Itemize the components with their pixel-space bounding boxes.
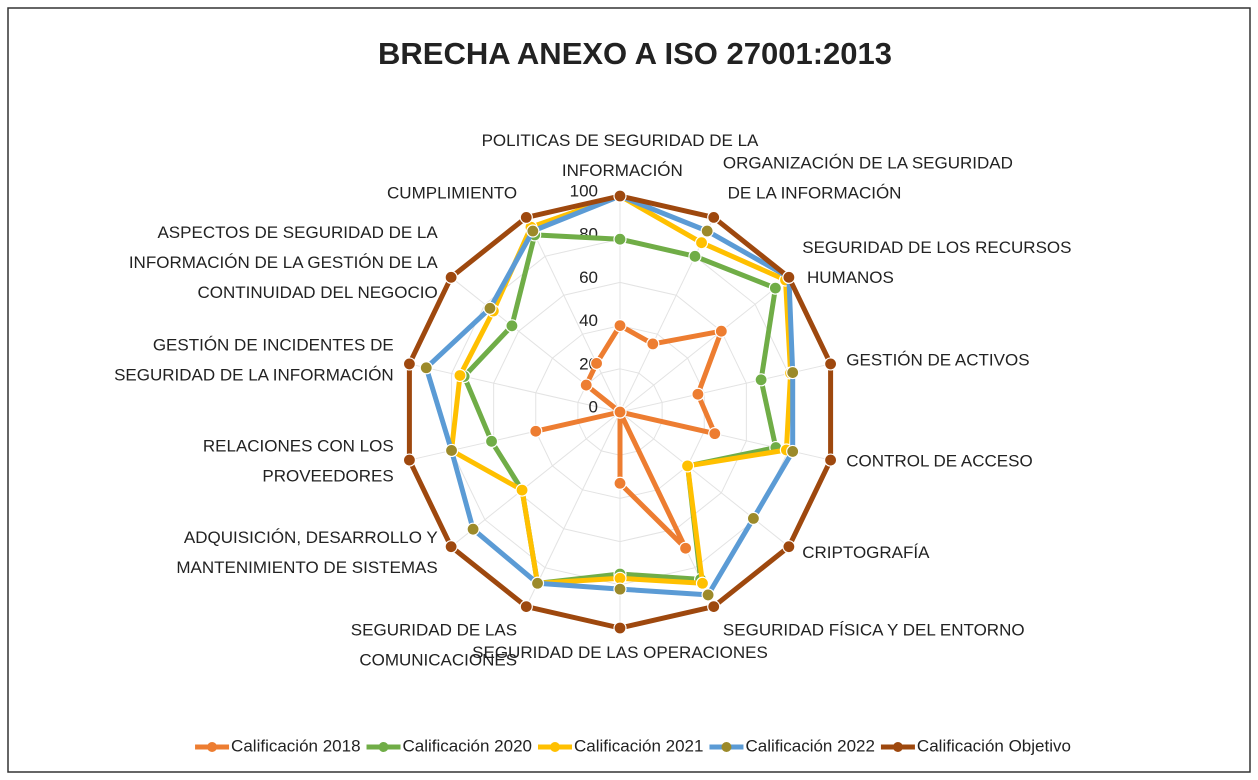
legend-label: Calificación 2021 xyxy=(574,736,703,755)
series-marker xyxy=(782,270,796,284)
series-marker xyxy=(694,236,709,250)
category-label: SEGURIDAD DE LAS OPERACIONES xyxy=(472,643,768,662)
spoke xyxy=(619,276,790,413)
tick-label: 0 xyxy=(589,397,598,416)
series-marker xyxy=(613,319,627,333)
series-marker xyxy=(695,576,710,590)
series-marker xyxy=(707,600,721,614)
series-marker xyxy=(701,588,715,602)
series-marker xyxy=(613,621,627,635)
series-marker xyxy=(444,443,459,458)
series-marker xyxy=(519,600,533,614)
spoke xyxy=(619,411,790,548)
category-label: CRIPTOGRAFÍA xyxy=(802,544,930,563)
spoke xyxy=(525,217,621,413)
series-marker xyxy=(768,281,782,295)
series-marker xyxy=(483,301,497,315)
legend-label: Calificación 2020 xyxy=(403,736,532,755)
category-label: CONTROL DE ACCESO xyxy=(846,452,1032,471)
series-marker xyxy=(613,405,627,419)
series-marker xyxy=(786,365,800,380)
series-marker xyxy=(515,483,529,497)
series-marker xyxy=(688,249,702,263)
spoke xyxy=(619,217,715,413)
series-marker xyxy=(466,522,480,536)
category-label: ASPECTOS DE SEGURIDAD DE LA INFORMACIÓN … xyxy=(124,223,438,302)
series-marker xyxy=(505,319,519,333)
category-label: ADQUISICIÓN, DESARROLLO Y MANTENIMIENTO … xyxy=(172,529,438,578)
series-marker xyxy=(613,582,627,596)
series-marker xyxy=(484,434,499,448)
series-marker xyxy=(613,189,627,203)
series-marker xyxy=(823,453,838,467)
category-label: GESTIÓN DE ACTIVOS xyxy=(846,351,1029,370)
series-marker xyxy=(646,337,660,351)
legend-label: Calificación 2018 xyxy=(231,736,360,755)
series-marker xyxy=(530,576,545,590)
legend-marker xyxy=(892,742,903,752)
spoke xyxy=(525,411,621,607)
spoke xyxy=(409,363,621,413)
legend-marker xyxy=(549,742,560,752)
legend-label: Calificación Objetivo xyxy=(917,736,1071,755)
category-label: ORGANIZACIÓN DE LA SEGURIDAD DE LA INFOR… xyxy=(723,154,1013,203)
category-label: SEGURIDAD FÍSICA Y DEL ENTORNO xyxy=(723,621,1025,640)
tick-label: 100 xyxy=(570,181,598,200)
series-marker xyxy=(589,356,604,370)
series-marker xyxy=(613,232,627,246)
series-marker xyxy=(419,361,433,375)
category-label: SEGURIDAD DE LAS COMUNICACIONES xyxy=(351,621,517,670)
series-marker xyxy=(444,270,458,284)
series-marker xyxy=(529,424,543,438)
series-marker xyxy=(453,368,467,383)
chart-frame xyxy=(7,7,1251,773)
legend: Calificación 2018 Calificación 2020 Califi… xyxy=(195,736,1071,755)
series-marker xyxy=(700,224,714,238)
series-marker xyxy=(786,444,800,459)
category-label: SEGURIDAD DE LOS RECURSOS HUMANOS xyxy=(802,238,1071,287)
series-marker xyxy=(754,373,768,387)
series-marker xyxy=(714,324,728,338)
series-marker xyxy=(444,540,458,554)
series-line xyxy=(533,323,724,551)
tick-label: 60 xyxy=(579,268,598,287)
series-marker xyxy=(707,210,721,224)
chart-title: BRECHA ANEXO A ISO 27001:2013 xyxy=(378,36,892,71)
series-marker xyxy=(746,511,761,525)
category-label: RELACIONES CON LOS PROVEEDORES xyxy=(203,437,394,486)
series-marker xyxy=(680,459,695,473)
series-marker xyxy=(708,427,722,441)
tick-label: 40 xyxy=(579,311,598,330)
category-label: GESTIÓN DE INCIDENTES DE SEGURIDAD DE LA… xyxy=(109,336,393,385)
series-marker xyxy=(579,378,593,392)
series-marker xyxy=(526,224,540,238)
series-marker xyxy=(691,387,705,401)
tick-label: 80 xyxy=(579,225,598,244)
series-marker xyxy=(402,453,417,467)
series-marker xyxy=(519,210,533,224)
series-marker xyxy=(679,541,693,555)
legend-marker xyxy=(378,742,389,752)
series-marker xyxy=(402,357,417,371)
legend-marker xyxy=(721,742,732,752)
series-marker xyxy=(613,476,627,490)
category-label: CUMPLIMIENTO xyxy=(387,184,517,203)
spoke xyxy=(450,411,621,548)
series-marker xyxy=(823,357,838,371)
legend-label: Calificación 2022 xyxy=(745,736,874,755)
legend-marker xyxy=(207,742,218,752)
series-marker xyxy=(782,540,796,554)
category-label: POLITICAS DE SEGURIDAD DE LA INFORMACIÓN xyxy=(482,131,759,180)
